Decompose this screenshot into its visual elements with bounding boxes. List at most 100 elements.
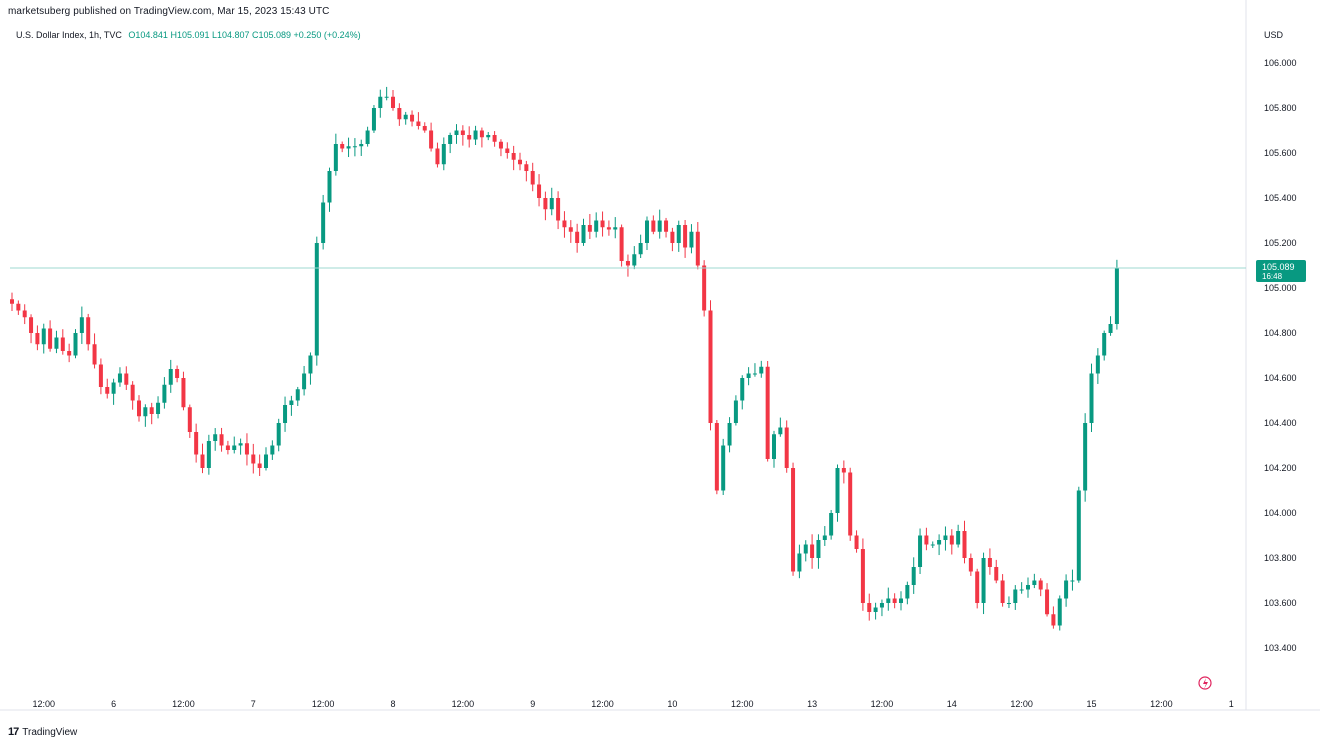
bolt-icon[interactable] (1198, 676, 1212, 690)
candle-body (829, 513, 834, 536)
x-tick-label: 12:00 (591, 699, 614, 709)
candle (314, 236, 319, 366)
candle (1108, 316, 1113, 336)
candle (524, 160, 529, 182)
candle-body (486, 135, 491, 138)
candle (1045, 583, 1050, 617)
candle (117, 367, 122, 387)
y-tick-label: 104.600 (1264, 373, 1297, 383)
candle-body (384, 96, 389, 98)
candle-body (899, 598, 903, 603)
currency-label: USD (1264, 30, 1284, 40)
candle-body (124, 373, 129, 385)
candle (295, 386, 300, 406)
candle (79, 306, 84, 344)
candle-body (35, 333, 40, 345)
candle-body (454, 130, 459, 135)
y-tick-label: 103.400 (1264, 643, 1297, 653)
candle-body (270, 445, 275, 455)
candle (899, 591, 903, 611)
publisher-line: marketsuberg published on TradingView.co… (8, 6, 330, 17)
candle (752, 363, 757, 377)
candle (60, 329, 65, 355)
candle-body (1045, 589, 1050, 615)
candle-body (410, 114, 415, 122)
candle-body (213, 434, 218, 441)
candle-body (86, 317, 91, 345)
candle-body (632, 254, 637, 266)
candle-body (333, 144, 338, 171)
candle (587, 213, 592, 239)
candle (200, 443, 205, 474)
symbol-title: U.S. Dollar Index, 1h, TVC (16, 30, 122, 40)
candle (187, 404, 192, 438)
candle-body (1000, 580, 1005, 603)
candle (175, 365, 180, 383)
candle (238, 438, 243, 455)
candle (308, 352, 313, 385)
candle (1000, 574, 1005, 607)
candle-body (594, 220, 599, 232)
candle (797, 544, 802, 579)
candle (92, 333, 97, 369)
candle-body (492, 135, 497, 142)
candle-body (664, 220, 669, 232)
candle-body (302, 373, 307, 390)
price-axis[interactable]: USD 106.000 105.800 105.600 105.400 105.200 10… (1264, 30, 1297, 653)
candle (435, 142, 440, 168)
candle-body (435, 148, 440, 165)
candle (676, 220, 681, 252)
candle-body (689, 231, 694, 248)
candle-body (1064, 580, 1069, 599)
candle-body (359, 144, 364, 147)
x-tick-label: 12:00 (312, 699, 335, 709)
y-tick-label: 104.000 (1264, 508, 1297, 518)
candle-body (714, 423, 719, 491)
candle (613, 217, 618, 239)
candle-body (54, 337, 59, 349)
candle-body (156, 402, 161, 414)
candle-body (765, 366, 770, 459)
candle (162, 377, 167, 409)
candle (410, 110, 415, 127)
candle (29, 314, 34, 344)
candle (321, 194, 326, 250)
candle-body (498, 141, 503, 149)
candle-body (645, 220, 649, 243)
candle (22, 304, 27, 325)
candle-body (568, 227, 573, 232)
candle-body (778, 427, 783, 435)
candle (892, 593, 897, 609)
candle (359, 139, 364, 156)
candle (149, 402, 154, 425)
candle (1032, 573, 1037, 589)
candle (467, 126, 472, 148)
y-tick-label: 105.400 (1264, 193, 1297, 203)
candle-body (911, 567, 916, 585)
candle-body (232, 445, 237, 450)
candle (930, 541, 935, 549)
candle-body (29, 317, 34, 333)
candle (746, 367, 751, 386)
brand-footer[interactable]: 17 TradingView (8, 726, 77, 738)
candle (479, 127, 484, 148)
candle (575, 223, 580, 253)
candle (333, 133, 338, 176)
candle (378, 89, 383, 118)
candle-body (346, 146, 351, 149)
candle-body (987, 558, 992, 567)
candle-body (448, 135, 453, 144)
candle-body (79, 317, 84, 333)
candle-body (943, 535, 948, 540)
candle (156, 396, 161, 419)
time-axis[interactable]: 12:00 6 12:00 7 12:00 8 12:00 9 12:00 10 12:00 13 12… (32, 699, 1233, 709)
candle-body (327, 171, 332, 203)
candle-body (251, 454, 256, 464)
candle (708, 300, 713, 431)
candle-body (143, 407, 148, 417)
candle (702, 260, 707, 317)
candle (549, 187, 554, 216)
candle (492, 131, 497, 147)
candle (949, 529, 954, 555)
